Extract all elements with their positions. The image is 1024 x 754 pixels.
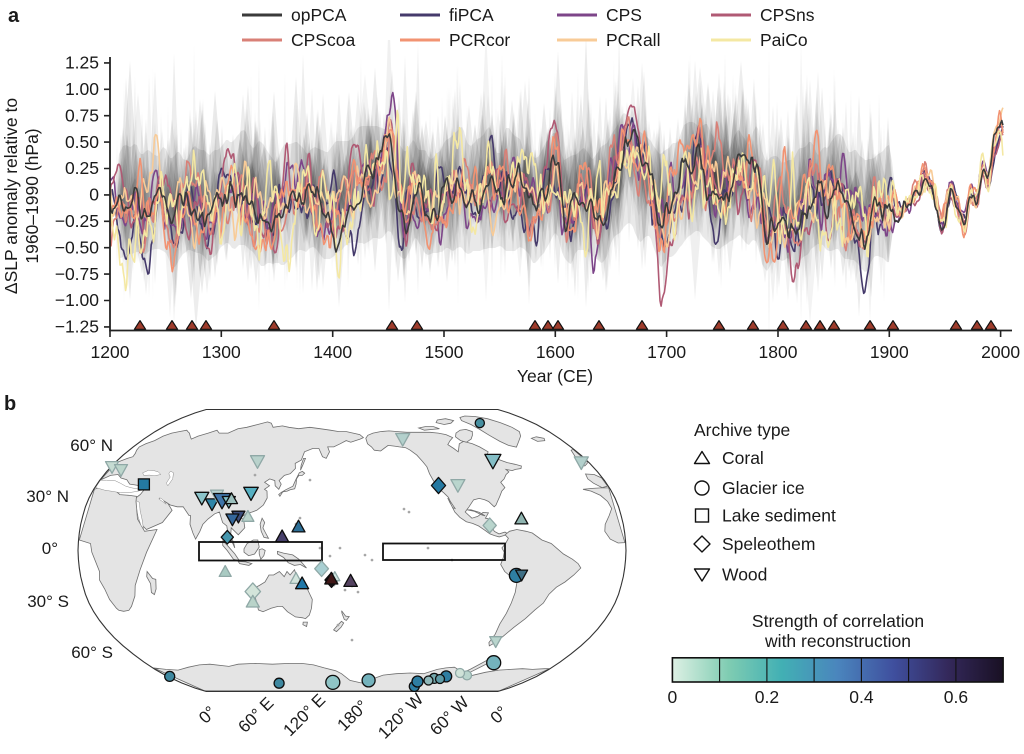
svg-text:a: a [8,5,20,27]
svg-text:0.2: 0.2 [755,687,779,707]
svg-text:1900: 1900 [870,342,909,362]
svg-text:60° E: 60° E [235,693,278,736]
svg-text:CPS: CPS [606,5,642,25]
svg-text:1800: 1800 [759,342,798,362]
svg-text:PaiCo: PaiCo [760,30,808,50]
svg-text:0: 0 [89,185,99,205]
svg-text:−1.00: −1.00 [55,290,100,310]
svg-text:0.4: 0.4 [849,687,874,707]
svg-text:0.6: 0.6 [944,687,968,707]
svg-text:with reconstruction: with reconstruction [764,631,911,651]
svg-text:Archive type: Archive type [694,420,790,440]
svg-text:120° W: 120° W [374,690,427,743]
svg-text:CPScoa: CPScoa [291,30,355,50]
svg-text:opPCA: opPCA [291,5,347,25]
svg-text:Strength of correlation: Strength of correlation [752,611,924,631]
svg-text:1300: 1300 [202,342,241,362]
svg-text:1.00: 1.00 [65,79,99,99]
svg-text:b: b [4,393,16,415]
svg-text:120° E: 120° E [280,690,330,740]
svg-text:1960–1990 (hPa): 1960–1990 (hPa) [22,128,42,263]
svg-text:1200: 1200 [91,342,130,362]
svg-text:PCRcor: PCRcor [449,30,510,50]
svg-text:Year (CE): Year (CE) [517,366,593,386]
svg-text:−0.75: −0.75 [55,264,99,284]
svg-text:0°: 0° [42,539,58,558]
svg-text:Glacier ice: Glacier ice [722,478,805,498]
svg-text:PCRall: PCRall [606,30,660,50]
svg-text:180°: 180° [334,696,372,734]
svg-text:−1.25: −1.25 [55,317,99,337]
svg-text:Lake sediment: Lake sediment [722,506,836,526]
svg-text:0°: 0° [195,702,220,727]
svg-text:0.50: 0.50 [65,132,99,152]
svg-text:−0.50: −0.50 [55,237,100,257]
svg-text:2000: 2000 [981,342,1020,362]
svg-text:Speleothem: Speleothem [722,534,815,554]
svg-text:0: 0 [668,687,678,707]
svg-text:0.25: 0.25 [65,158,99,178]
svg-text:1.25: 1.25 [65,53,99,73]
svg-text:0°: 0° [487,702,512,727]
svg-text:Wood: Wood [722,565,767,585]
svg-text:1500: 1500 [425,342,464,362]
svg-text:30° S: 30° S [27,592,69,611]
svg-text:60° N: 60° N [70,436,113,455]
svg-text:fiPCA: fiPCA [449,5,494,25]
svg-text:1400: 1400 [313,342,352,362]
svg-text:−0.25: −0.25 [55,211,99,231]
svg-text:1700: 1700 [647,342,686,362]
svg-text:Coral: Coral [722,448,764,468]
svg-text:ΔSLP anomaly relative to: ΔSLP anomaly relative to [1,98,21,294]
svg-text:60° S: 60° S [71,643,113,662]
svg-text:60° W: 60° W [426,693,472,739]
svg-text:1600: 1600 [536,342,575,362]
svg-text:30° N: 30° N [26,487,69,506]
svg-text:CPSns: CPSns [760,5,815,25]
svg-text:0.75: 0.75 [65,105,99,125]
